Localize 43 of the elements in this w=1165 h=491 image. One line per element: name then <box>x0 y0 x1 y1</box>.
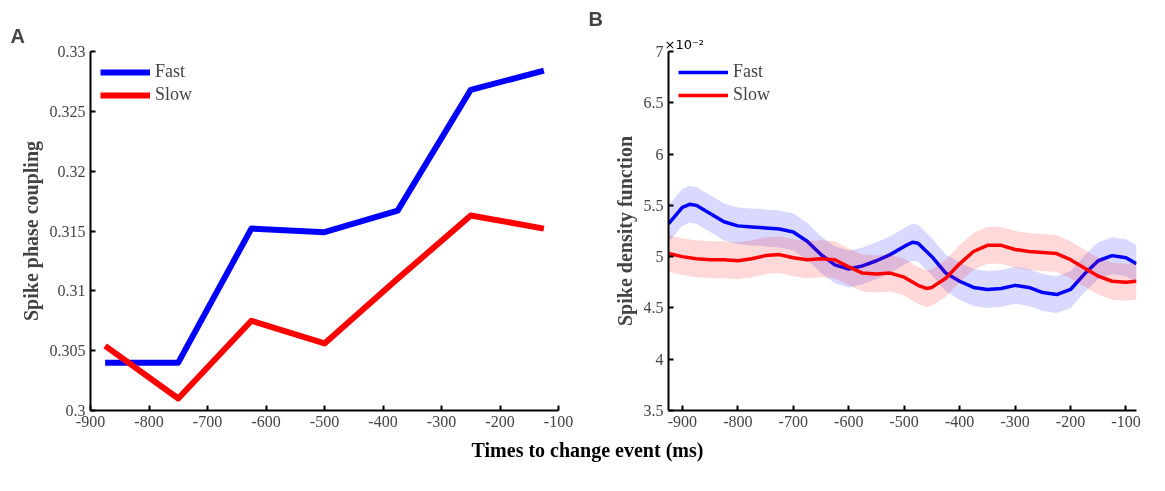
x-tick-label: -600 <box>251 412 281 430</box>
x-tick-label: -300 <box>426 412 457 430</box>
y-tick-label: 0.32 <box>57 162 86 180</box>
legend-label: Slow <box>155 84 193 105</box>
y-tick-label: 4.5 <box>643 299 664 317</box>
y-tick-label: 3.5 <box>643 402 664 419</box>
x-tick-label: -900 <box>667 412 698 430</box>
y-tick-label: 0.305 <box>49 342 86 360</box>
x-tick-label: -200 <box>485 412 515 430</box>
y-tick-label: 0.31 <box>57 282 86 300</box>
x-tick-label: -800 <box>723 412 753 430</box>
x-tick-label: -100 <box>543 412 574 430</box>
x-tick-label: -100 <box>1111 412 1141 430</box>
x-tick-label: -200 <box>1055 412 1086 430</box>
x-tick-label: -500 <box>889 412 919 430</box>
x-tick-label: -400 <box>368 412 398 430</box>
y-tick-label: 0.325 <box>49 102 86 120</box>
legend-label: Fast <box>733 61 764 82</box>
annotation: ×10⁻² <box>664 36 705 52</box>
y-axis-title: Spike phase coupling <box>19 140 43 322</box>
y-tick-label: 0.315 <box>49 222 86 240</box>
y-tick-label: 4 <box>655 350 664 368</box>
x-tick-label: -700 <box>192 412 223 430</box>
x-tick-label: -400 <box>944 412 975 430</box>
line-series <box>668 243 1137 291</box>
y-tick-label: 7 <box>655 43 664 60</box>
chart-title: B <box>588 7 603 30</box>
x-tick-label: -500 <box>309 412 340 430</box>
x-tick-label: -600 <box>834 412 864 430</box>
y-tick-label: 5 <box>655 248 664 266</box>
y-axis-title: Spike density function <box>613 135 637 327</box>
y-tick-label: 6.5 <box>643 94 664 112</box>
chart-title: A <box>10 24 25 47</box>
x-tick-label: -700 <box>778 412 808 430</box>
legend-label: Slow <box>733 84 771 105</box>
legend-label: Fast <box>155 61 186 82</box>
line-series <box>668 202 1137 297</box>
x-axis-title: Times to change event (ms) <box>471 438 704 464</box>
x-tick-label: -300 <box>1000 412 1030 430</box>
y-tick-label: 5.5 <box>643 196 664 214</box>
x-tick-label: -800 <box>134 412 164 430</box>
y-tick-label: 0.33 <box>57 43 86 60</box>
y-tick-label: 6 <box>655 145 664 163</box>
